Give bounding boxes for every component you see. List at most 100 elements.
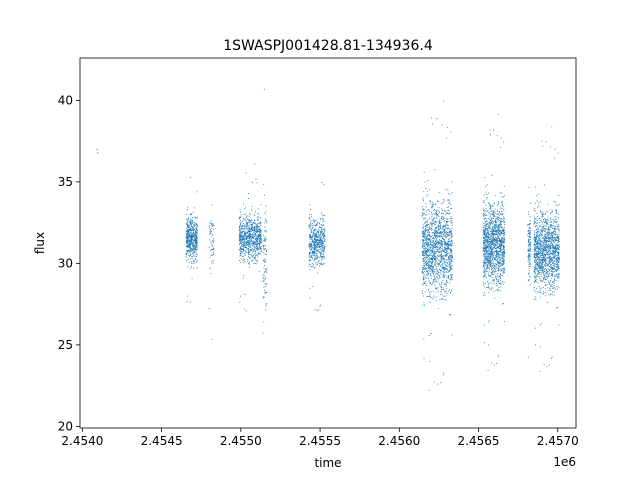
data-point (429, 292, 430, 293)
data-point (239, 209, 241, 211)
data-point (449, 263, 451, 265)
data-point (259, 231, 261, 233)
data-point (446, 221, 448, 223)
data-point (246, 236, 248, 238)
data-point (187, 252, 189, 254)
data-point (500, 263, 502, 265)
data-point (502, 257, 504, 258)
data-point (253, 263, 255, 264)
data-point (499, 214, 501, 216)
data-point (486, 245, 488, 247)
data-point (241, 246, 243, 247)
data-point (262, 240, 264, 242)
data-point (255, 244, 257, 246)
data-point (500, 258, 502, 260)
data-point (259, 223, 261, 225)
data-point (441, 289, 443, 290)
data-point (192, 239, 194, 241)
data-point (188, 220, 190, 222)
data-point (488, 262, 490, 264)
data-point (441, 248, 443, 250)
data-point (528, 245, 530, 247)
data-point (322, 241, 324, 242)
data-point (430, 282, 432, 284)
data-point (529, 236, 531, 238)
data-point (485, 237, 487, 239)
data-point (493, 240, 494, 242)
data-point (425, 253, 427, 255)
data-point (191, 237, 193, 238)
data-point (424, 244, 426, 246)
data-point (424, 243, 426, 245)
data-point (501, 238, 503, 240)
data-point (439, 251, 441, 253)
data-point (194, 241, 196, 243)
data-point (449, 218, 451, 219)
data-point (446, 224, 448, 226)
data-point (446, 265, 448, 267)
data-point (448, 200, 450, 202)
data-point (486, 251, 488, 253)
data-point (322, 234, 324, 236)
data-point (256, 226, 258, 228)
data-point (484, 252, 486, 254)
data-point (320, 218, 321, 220)
data-point (422, 225, 424, 227)
data-point (450, 269, 452, 271)
data-point (186, 243, 188, 244)
data-point (321, 263, 323, 265)
data-point (250, 253, 252, 255)
data-point (321, 224, 323, 226)
data-point (428, 233, 430, 235)
data-point (309, 218, 311, 220)
data-point (253, 235, 255, 237)
data-point (439, 236, 440, 238)
data-point (244, 213, 246, 215)
data-point (492, 254, 494, 256)
data-point (488, 245, 490, 247)
data-point (486, 250, 488, 252)
data-point (503, 233, 505, 235)
data-point (429, 249, 431, 250)
data-point (435, 236, 437, 238)
data-point (496, 267, 498, 269)
data-point (534, 272, 536, 274)
data-point (433, 271, 435, 273)
data-point (489, 219, 491, 221)
data-point (428, 228, 430, 230)
data-point (488, 238, 490, 240)
data-point (321, 239, 323, 241)
data-point (498, 266, 500, 268)
data-point (437, 250, 438, 252)
data-point (323, 224, 324, 226)
data-point (426, 238, 428, 240)
data-point (190, 229, 192, 231)
data-point (188, 238, 190, 240)
data-point (495, 231, 496, 233)
data-point (426, 254, 428, 256)
data-point (486, 270, 487, 272)
data-point (500, 240, 502, 242)
data-point (257, 235, 259, 237)
data-point (315, 225, 317, 227)
data-point (264, 238, 266, 240)
data-point (260, 231, 262, 233)
data-point (323, 184, 325, 186)
data-point (494, 227, 496, 229)
data-point (195, 227, 197, 229)
data-point (260, 242, 262, 244)
data-point (260, 229, 262, 231)
data-point (313, 224, 315, 226)
data-point (426, 250, 428, 252)
data-point (424, 278, 426, 280)
data-point (251, 219, 253, 221)
data-point (483, 294, 484, 296)
data-point (446, 137, 448, 139)
data-point (422, 267, 424, 269)
data-point (191, 255, 193, 257)
data-point (438, 242, 440, 244)
data-point (265, 286, 266, 287)
data-point (494, 233, 496, 235)
data-point (440, 242, 442, 244)
data-point (495, 220, 496, 222)
